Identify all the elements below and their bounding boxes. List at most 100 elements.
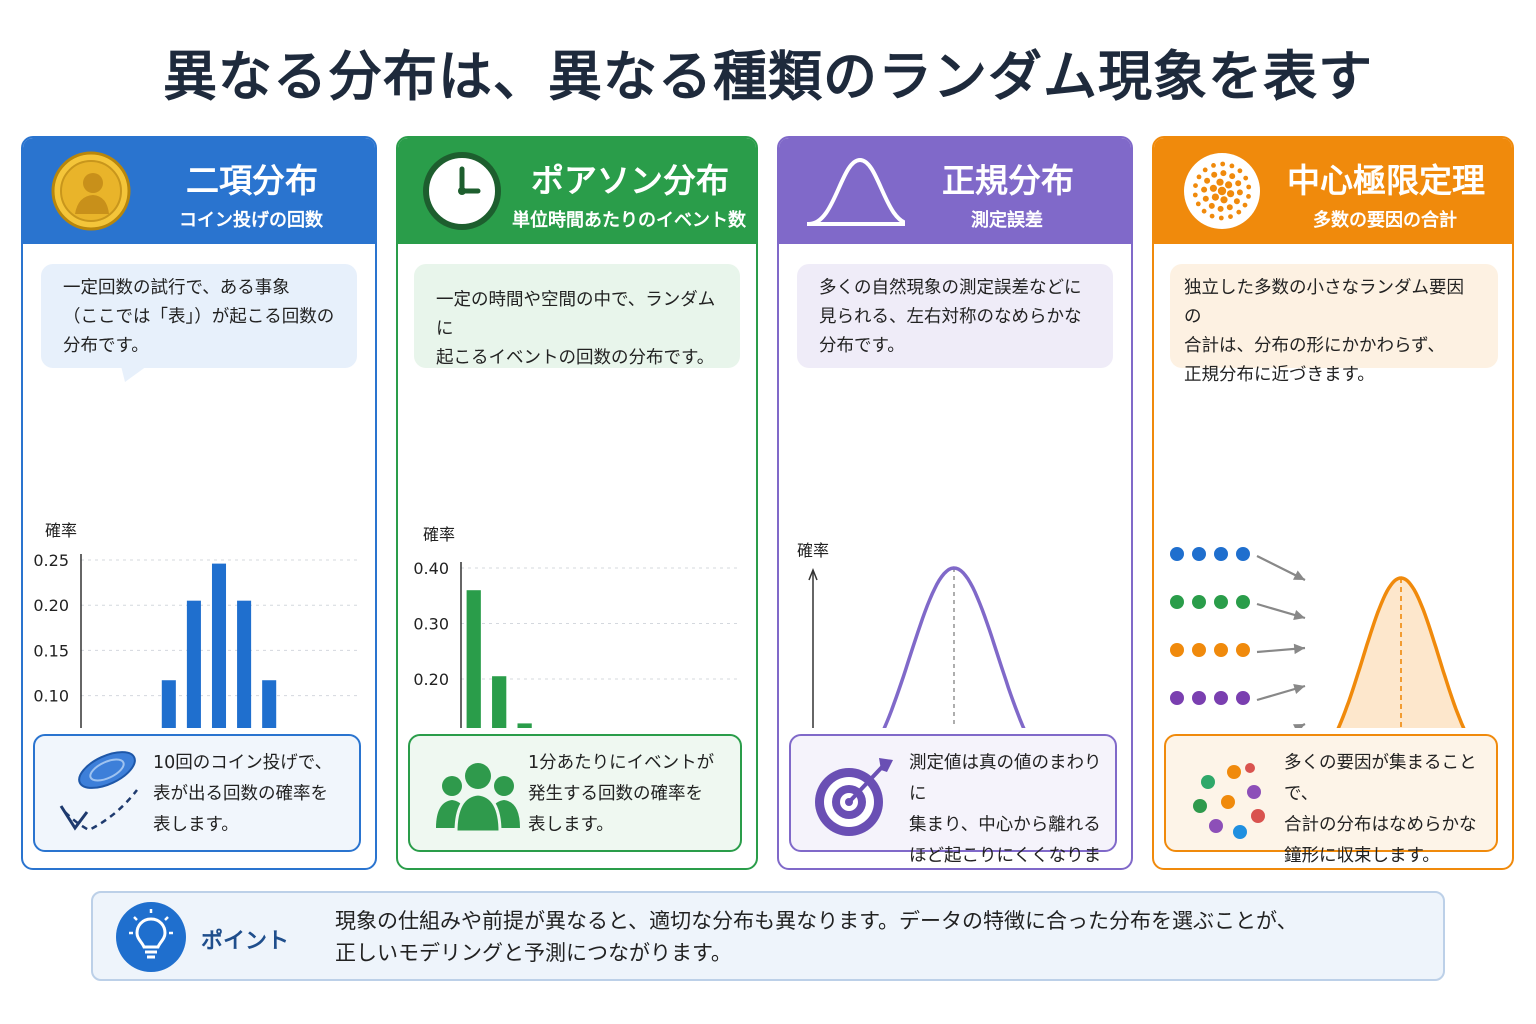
- y-axis-arrow: [808, 567, 818, 581]
- poisson-note: 1分あたりにイベントが 発生する回数の確率を 表します。: [408, 734, 742, 852]
- binomial-card: 二項分布 コイン投げの回数 一定回数の試行で、ある事象 （ここでは「表」）が起こ…: [21, 136, 377, 870]
- note-line: ほど起こりにくくなります。: [909, 846, 1102, 866]
- clt-chart: …0多数の要因の合計: [1170, 547, 1466, 728]
- poisson-title: ポアソン分布: [531, 161, 729, 200]
- y-tick-label: 0.10: [413, 726, 449, 729]
- desc-line: 合計は、分布の形にかかわらず、: [1184, 336, 1445, 356]
- point-line: 現象の仕組みや前提が異なると、適切な分布も異なります。データの特徴に合った分布を…: [335, 909, 1298, 933]
- note-line: 鐘形に収束します。: [1284, 846, 1440, 866]
- bar: [262, 680, 277, 728]
- poisson-subtitle: 単位時間あたりのイベント数: [512, 210, 746, 231]
- scattered-dots-icon: [1193, 763, 1265, 839]
- point-label: ポイント: [201, 929, 290, 954]
- cluster-dot: [1216, 178, 1224, 186]
- sum-curve: [1336, 576, 1466, 728]
- y-tick-label: 0.15: [33, 641, 69, 660]
- cluster-dot: [1204, 177, 1211, 184]
- cluster-dot: [1229, 163, 1235, 169]
- note-line: 発生する回数の確率を: [528, 784, 703, 804]
- y-axis-label: 確率: [45, 521, 77, 540]
- poisson-header: ポアソン分布 単位時間あたりのイベント数: [398, 138, 756, 244]
- y-tick-label: 0.20: [413, 670, 449, 689]
- bell-curve-icon: [807, 158, 905, 226]
- cluster-dot: [1243, 175, 1249, 181]
- cluster-dot: [1201, 186, 1208, 193]
- poisson-description: 一定の時間や空間の中で、ランダムに 起こるイベントの回数の分布です。: [414, 264, 740, 368]
- cluster-dot: [1236, 209, 1242, 215]
- binomial-description: 一定回数の試行で、ある事象 （ここでは「表」）が起こる回数の 分布です。: [41, 264, 357, 368]
- target-icon: [815, 758, 893, 836]
- desc-line: 多くの自然現象の測定誤差などに: [819, 278, 1082, 298]
- bar: [186, 600, 201, 728]
- cluster-dot: [1237, 168, 1243, 174]
- factor-dot: [1214, 643, 1228, 657]
- bubble-tail: [121, 366, 147, 382]
- note-line: 表します。: [528, 815, 614, 835]
- clt-note: 多くの要因が集まることで、 合計の分布はなめらかな 鐘形に収束します。: [1164, 734, 1498, 866]
- cluster-dot: [1196, 174, 1202, 180]
- cluster-dot: [1246, 184, 1252, 190]
- cluster-dot: [1201, 208, 1207, 214]
- cluster-dot: [1202, 195, 1209, 202]
- cluster-dot: [1236, 189, 1243, 196]
- sum-curve-fill: [1338, 578, 1464, 728]
- cluster-dot: [1233, 198, 1240, 205]
- factor-dot: [1170, 691, 1184, 705]
- y-tick-label: 0.10: [33, 687, 69, 706]
- binomial-title: 二項分布: [186, 161, 318, 200]
- poisson-card: ポアソン分布 単位時間あたりのイベント数 一定の時間や空間の中で、ランダムに 起…: [396, 136, 758, 870]
- bar: [517, 723, 532, 728]
- cluster-dot: [1211, 171, 1218, 178]
- cluster-dot: [1228, 214, 1233, 219]
- point-line: 正しいモデリングと予測につながります。: [335, 941, 732, 965]
- clt-title: 中心極限定理: [1287, 161, 1485, 200]
- cluster-dot: [1242, 202, 1248, 208]
- normal-title: 正規分布: [942, 161, 1074, 200]
- normal-note: 測定値は真の値のまわりに 集まり、中心から離れる ほど起こりにくくなります。: [789, 734, 1117, 866]
- factor-dot: [1170, 643, 1184, 657]
- desc-line: 見られる、左右対称のなめらかな: [819, 307, 1082, 327]
- normal-header: 正規分布 測定誤差: [779, 138, 1131, 244]
- page-title: 異なる分布は、異なる種類のランダム現象を表す: [163, 45, 1373, 108]
- note-line: 測定値は真の値のまわりに: [909, 753, 1102, 804]
- desc-line: 一定の時間や空間の中で、ランダムに: [436, 290, 716, 339]
- factor-dot: [1236, 691, 1250, 705]
- cluster-dot: [1208, 202, 1215, 209]
- desc-line: （ここでは「表」）が起こる回数の: [63, 307, 335, 327]
- note-line: 1分あたりにイベントが: [528, 753, 715, 773]
- factor-dot: [1192, 595, 1206, 609]
- arrow-head: [1293, 610, 1305, 620]
- bar: [492, 676, 507, 728]
- note-line: 集まり、中心から離れる: [909, 815, 1101, 835]
- factor-dot: [1214, 595, 1228, 609]
- note-line: 合計の分布はなめらかな: [1284, 815, 1477, 835]
- clt-description: 独立した多数の小さなランダム要因の 合計は、分布の形にかかわらず、 正規分布に近…: [1170, 264, 1498, 385]
- binomial-header: 二項分布 コイン投げの回数: [23, 138, 375, 244]
- bar: [466, 590, 481, 728]
- arrow-head: [1293, 643, 1305, 655]
- cluster-dot: [1193, 183, 1198, 188]
- factor-dot: [1214, 691, 1228, 705]
- factor-dot: [1170, 595, 1184, 609]
- people-group-icon: [436, 763, 520, 834]
- cluster-dot: [1220, 161, 1226, 167]
- y-tick-label: 0.30: [413, 615, 449, 634]
- factor-dot: [1236, 643, 1250, 657]
- lightbulb-icon: [116, 902, 186, 972]
- poisson-chart: 確率00.100.200.300.400123456789101分あたりのイベン…: [413, 525, 741, 729]
- arrow-head: [1293, 684, 1305, 694]
- desc-line: 独立した多数の小さなランダム要因の: [1184, 278, 1464, 327]
- cluster-dot: [1202, 167, 1208, 173]
- clock-icon: [423, 152, 501, 230]
- note-line: 表します。: [153, 815, 239, 835]
- clt-subtitle: 多数の要因の合計: [1313, 210, 1457, 231]
- cluster-dot: [1211, 163, 1216, 168]
- clt-header: 中心極限定理 多数の要因の合計: [1154, 138, 1512, 244]
- factor-dot: [1192, 643, 1206, 657]
- normal-chart: 確率0測定誤差: [797, 541, 1026, 728]
- desc-line: 一定回数の試行で、ある事象: [63, 278, 290, 298]
- cluster-dot: [1217, 205, 1224, 212]
- cluster-dot: [1220, 196, 1228, 204]
- y-tick-label: 0.40: [413, 559, 449, 578]
- cluster-dot: [1195, 201, 1201, 207]
